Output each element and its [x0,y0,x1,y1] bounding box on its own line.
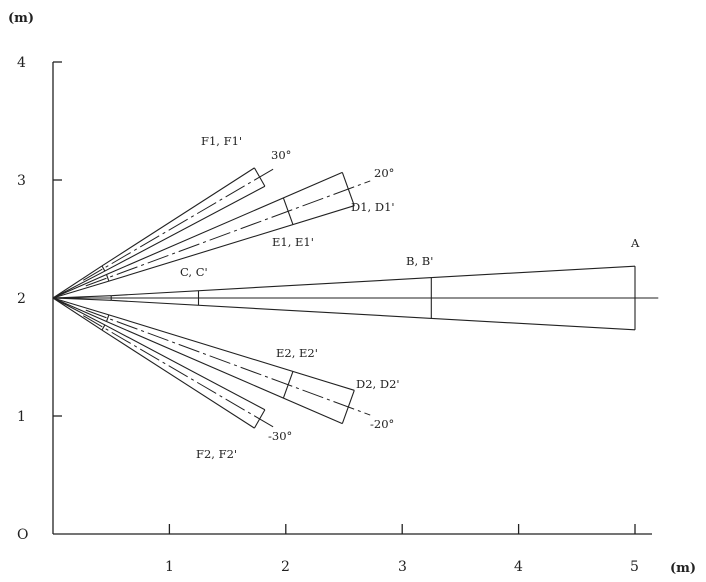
y-tick-label-2: 2 [17,291,26,307]
label-20deg: 20° [374,166,394,180]
x-tick-label-4: 4 [514,559,523,575]
label-F1: F1, F1' [201,134,242,148]
y-tick-label-1: 1 [17,409,26,425]
x-tick-label-1: 1 [165,559,174,575]
beam-start-f1 [101,265,106,272]
y-unit-label: (m) [8,11,34,26]
label-C: C, C' [180,265,208,279]
x-tick-label-5: 5 [630,559,639,575]
beam-edge-f2-lower [101,329,255,429]
x-tick-label-3: 3 [398,559,407,575]
label-D1: D1, D1' [351,200,395,214]
y-tick-label-4: 4 [17,55,26,71]
beam-edge-f1-lower [104,185,266,272]
beam-edge-f2-upper [104,324,266,411]
origin-label: O [17,527,28,543]
beam-edge-d2-upper [108,314,355,391]
x-unit-label: (m) [670,561,696,576]
x-tick-label-2: 2 [281,559,290,575]
fan-line-f2-upper [52,297,106,326]
label-F2: F2, F2' [196,447,237,461]
fan-line-f1-upper [52,265,103,299]
beam-centerline-d2 [85,309,371,416]
beam-start-f2 [101,324,106,331]
label-minus20deg: -20° [370,417,394,431]
beams-layer [52,167,659,429]
beam-centerline-d1 [85,180,371,287]
beam-edge-d2-lower [106,321,343,425]
beam-mark-d2-0 [282,371,294,399]
beam-start-d1 [105,274,110,282]
beam-edge-d1-upper [106,171,343,275]
label-minus30deg: -30° [268,429,292,443]
fan-line-d2-upper [52,297,110,316]
fan-line-f1-lower [52,270,106,299]
fan-line-d1-lower [52,280,110,299]
label-B: B, B' [406,254,433,268]
fan-line-a-upper [52,295,112,299]
fan-line-d2-lower [52,297,107,323]
y-tick-label-3: 3 [17,173,26,189]
beam-centerline-f2 [82,315,276,429]
beam-centerline-f1 [82,167,276,281]
beam-mark-d1-0 [282,197,294,225]
fan-line-f2-lower [52,297,103,331]
beam-edge-d1-lower [108,205,355,282]
label-E1: E1, E1' [272,235,314,249]
beam-edge-f1-upper [101,167,255,267]
label-30deg: 30° [271,148,291,162]
beam-edge-a-lower [111,299,636,331]
beam-start-d2 [105,314,110,322]
label-A: A [630,236,640,250]
fan-line-a-lower [52,297,112,301]
label-D2: D2, D2' [356,377,400,391]
label-E2: E2, E2' [276,346,318,360]
fan-line-d1-upper [52,273,107,299]
